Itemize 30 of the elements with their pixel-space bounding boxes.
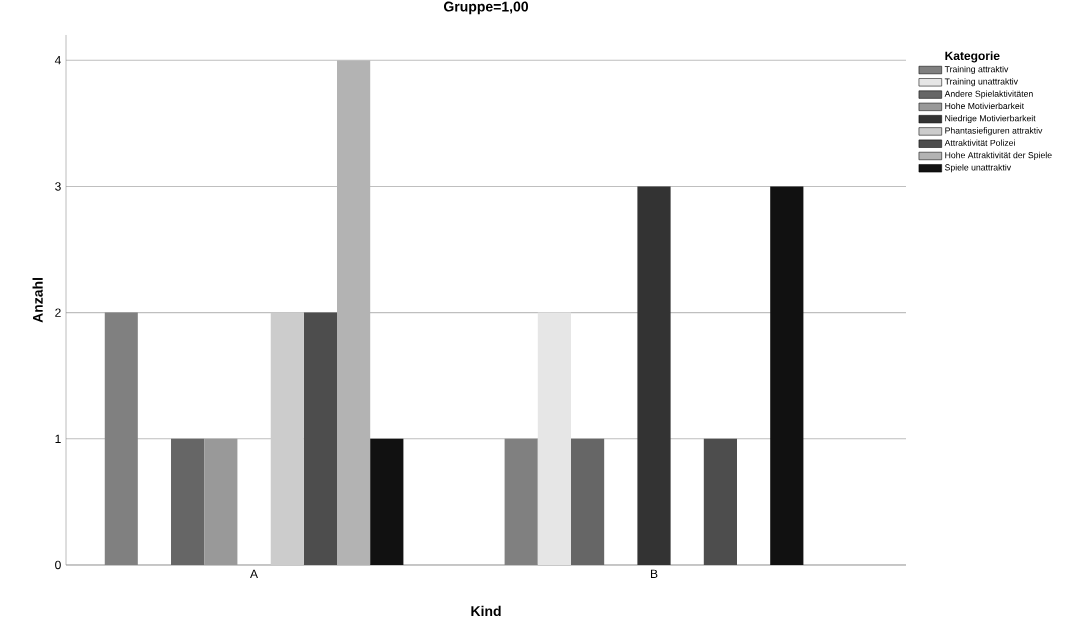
- legend-label: Spiele unattraktiv: [945, 164, 1012, 173]
- bar: [270, 312, 304, 565]
- legend-label: Training attraktiv: [944, 65, 1009, 74]
- legend-label: Hohe Motivierbarkeit: [945, 102, 1025, 110]
- bar: [171, 438, 205, 565]
- bar: [204, 438, 238, 565]
- legend-label: Phantasiefiguren attraktiv: [945, 127, 1043, 136]
- y-tick-label: 3: [55, 182, 61, 191]
- bar: [370, 438, 404, 565]
- legend-label: Training unattraktiv: [944, 78, 1018, 87]
- bar: [303, 312, 338, 565]
- x-tick-label: B: [650, 569, 658, 578]
- x-tick-label: A: [250, 569, 258, 578]
- legend-label: Andere Spielaktivitäten: [944, 90, 1033, 99]
- bar: [770, 186, 804, 565]
- y-axis-title: Anzahl: [32, 278, 43, 323]
- bar: [703, 438, 737, 565]
- legend-label: Hohe Attraktivität der Spiele: [945, 151, 1052, 160]
- y-tick-label: 0: [55, 560, 61, 570]
- legend-label: Niedrige Motivierbarkeit: [945, 115, 1036, 124]
- bar: [571, 438, 605, 565]
- bar: [537, 312, 572, 565]
- bar: [637, 186, 671, 565]
- x-axis-title: Kind: [471, 605, 501, 617]
- y-tick-label: 2: [55, 308, 61, 317]
- y-tick-label: 1: [55, 434, 61, 443]
- legend-label: Attraktivität Polizei: [944, 139, 1015, 146]
- chart-title: Gruppe=1,00: [443, 1, 529, 15]
- y-tick-label: 4: [54, 56, 61, 65]
- legend-title: Kategorie: [945, 51, 1000, 63]
